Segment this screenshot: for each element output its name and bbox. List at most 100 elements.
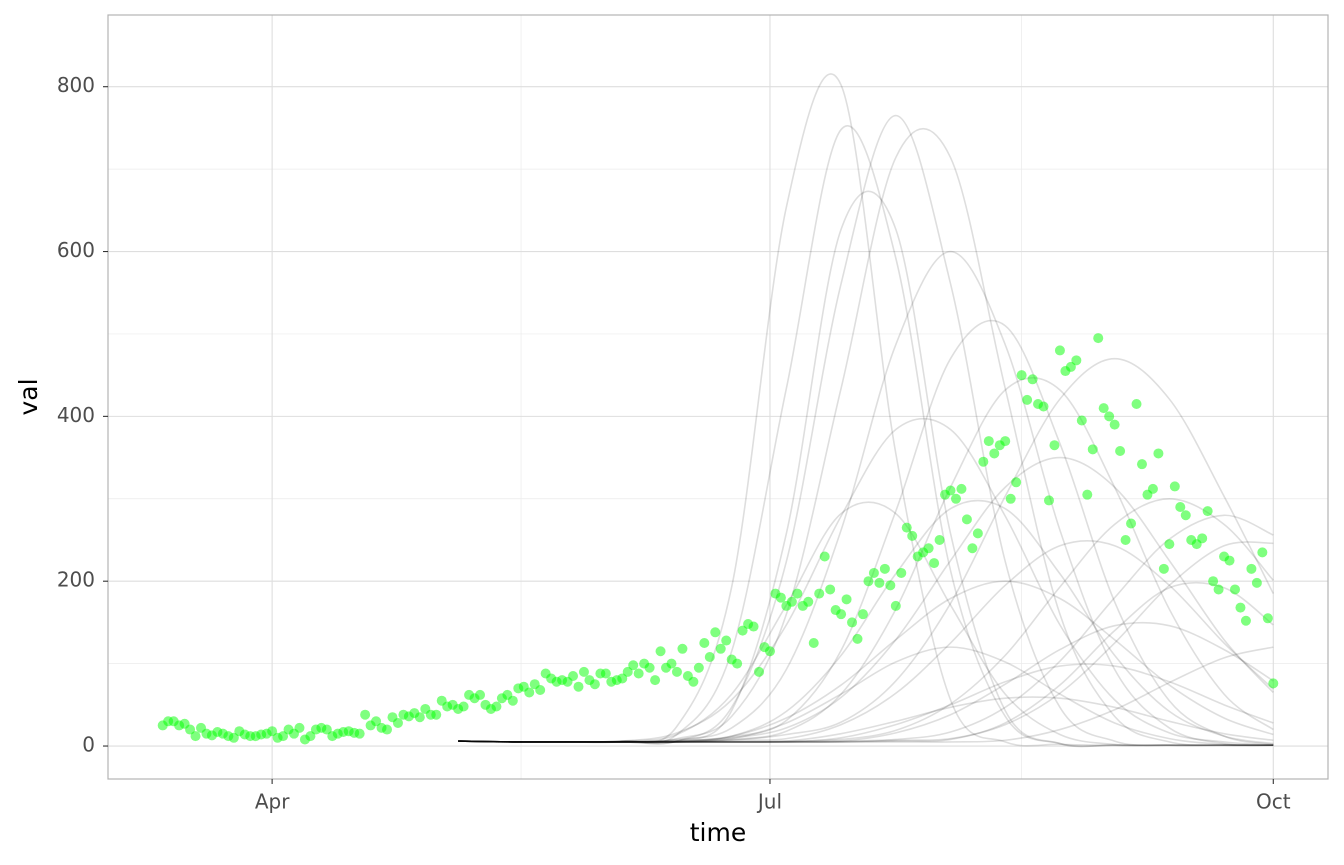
curves — [458, 73, 1275, 748]
point — [1000, 436, 1011, 447]
curve — [458, 501, 1274, 747]
y-tick-label: 400 — [57, 403, 95, 427]
point — [414, 712, 425, 723]
point — [715, 643, 726, 654]
point — [589, 679, 600, 690]
point — [507, 695, 518, 706]
point — [666, 658, 677, 669]
point — [578, 666, 589, 677]
x-tick-label: Oct — [1256, 790, 1291, 814]
point — [721, 635, 732, 646]
point — [644, 662, 655, 673]
point — [1246, 563, 1257, 574]
point — [1120, 534, 1131, 545]
curve — [458, 497, 1274, 743]
point — [1082, 489, 1093, 500]
point — [628, 660, 639, 671]
point — [967, 543, 978, 554]
point — [1208, 576, 1219, 587]
point — [1147, 483, 1158, 494]
y-tick-label: 0 — [82, 733, 95, 757]
point — [1054, 345, 1065, 356]
point — [1175, 502, 1186, 513]
curve — [458, 377, 1274, 743]
point — [190, 731, 201, 742]
curve — [458, 499, 1274, 745]
point — [688, 676, 699, 687]
point — [568, 670, 579, 681]
point — [693, 662, 704, 673]
point — [185, 724, 196, 735]
points — [157, 333, 1279, 745]
point — [1197, 533, 1208, 544]
point — [1016, 370, 1027, 381]
point — [1180, 510, 1191, 521]
point — [786, 596, 797, 607]
point — [633, 668, 644, 679]
point — [1213, 584, 1224, 595]
point — [573, 681, 584, 692]
point — [1224, 555, 1235, 566]
point — [764, 646, 775, 657]
point — [857, 609, 868, 620]
point — [1153, 448, 1164, 459]
curve — [458, 696, 1274, 743]
point — [305, 731, 316, 742]
grid — [108, 15, 1328, 779]
point — [754, 666, 765, 677]
point — [1235, 602, 1246, 613]
point — [704, 652, 715, 663]
point — [972, 528, 983, 539]
point — [945, 485, 956, 496]
point — [1027, 374, 1038, 385]
point — [1268, 678, 1279, 689]
point — [907, 530, 918, 541]
point — [879, 563, 890, 574]
point — [1011, 477, 1022, 488]
point — [1076, 415, 1087, 426]
point — [1065, 361, 1076, 372]
point — [1126, 518, 1137, 529]
point — [1087, 444, 1098, 455]
curve — [458, 418, 1274, 747]
point — [1038, 401, 1049, 412]
point — [535, 684, 546, 695]
point — [622, 666, 633, 677]
curve — [458, 541, 1274, 743]
point — [650, 675, 661, 686]
point — [896, 567, 907, 578]
point — [814, 588, 825, 599]
point — [1131, 399, 1142, 410]
point — [1251, 577, 1262, 588]
point — [929, 558, 940, 569]
point — [371, 716, 382, 727]
point — [1257, 547, 1268, 558]
x-tick-label: Apr — [255, 790, 290, 814]
point — [863, 576, 874, 587]
point — [1043, 495, 1054, 506]
point — [808, 638, 819, 649]
point — [617, 673, 628, 684]
point — [775, 592, 786, 603]
curve — [458, 540, 1274, 743]
curve — [458, 514, 1274, 743]
curve — [458, 646, 1274, 747]
point — [278, 731, 289, 742]
point — [1262, 613, 1273, 624]
point — [267, 726, 278, 737]
point — [852, 633, 863, 644]
point — [392, 717, 403, 728]
point — [1104, 411, 1115, 422]
point — [1229, 584, 1240, 595]
point — [1240, 615, 1251, 626]
point — [978, 456, 989, 467]
point — [1169, 481, 1180, 492]
point — [983, 436, 994, 447]
point — [874, 577, 885, 588]
point — [1049, 440, 1060, 451]
point — [956, 483, 967, 494]
point — [748, 621, 759, 632]
curve — [458, 456, 1274, 743]
curve — [458, 646, 1274, 743]
